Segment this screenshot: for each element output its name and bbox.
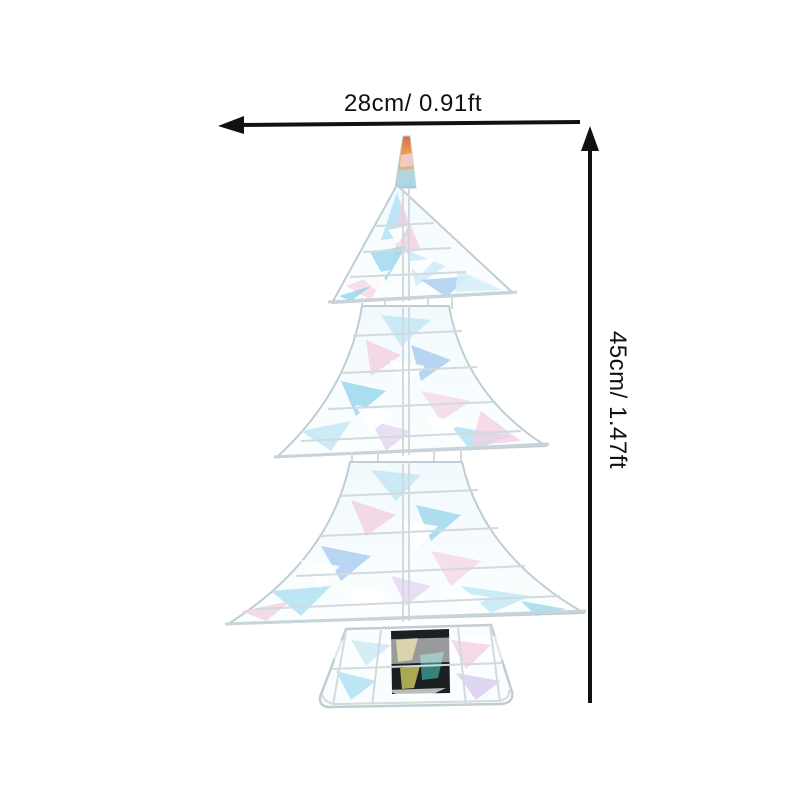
arrow-up-icon: [581, 126, 599, 151]
tree-tier-middle: [273, 305, 550, 468]
width-dimension-label: 28cm/ 0.91ft: [343, 90, 483, 117]
width-arrow: [218, 116, 581, 134]
height-dimension-label: 45cm/ 1.47ft: [604, 330, 631, 470]
tree-top-spike: [394, 135, 417, 189]
product-photo-tree: [224, 135, 587, 709]
height-arrow: [581, 126, 599, 703]
arrow-left-icon: [218, 116, 244, 134]
tree-tier-bottom: [224, 461, 587, 626]
tree-tier-top: [327, 184, 518, 312]
tree-base-stand: [318, 623, 514, 709]
